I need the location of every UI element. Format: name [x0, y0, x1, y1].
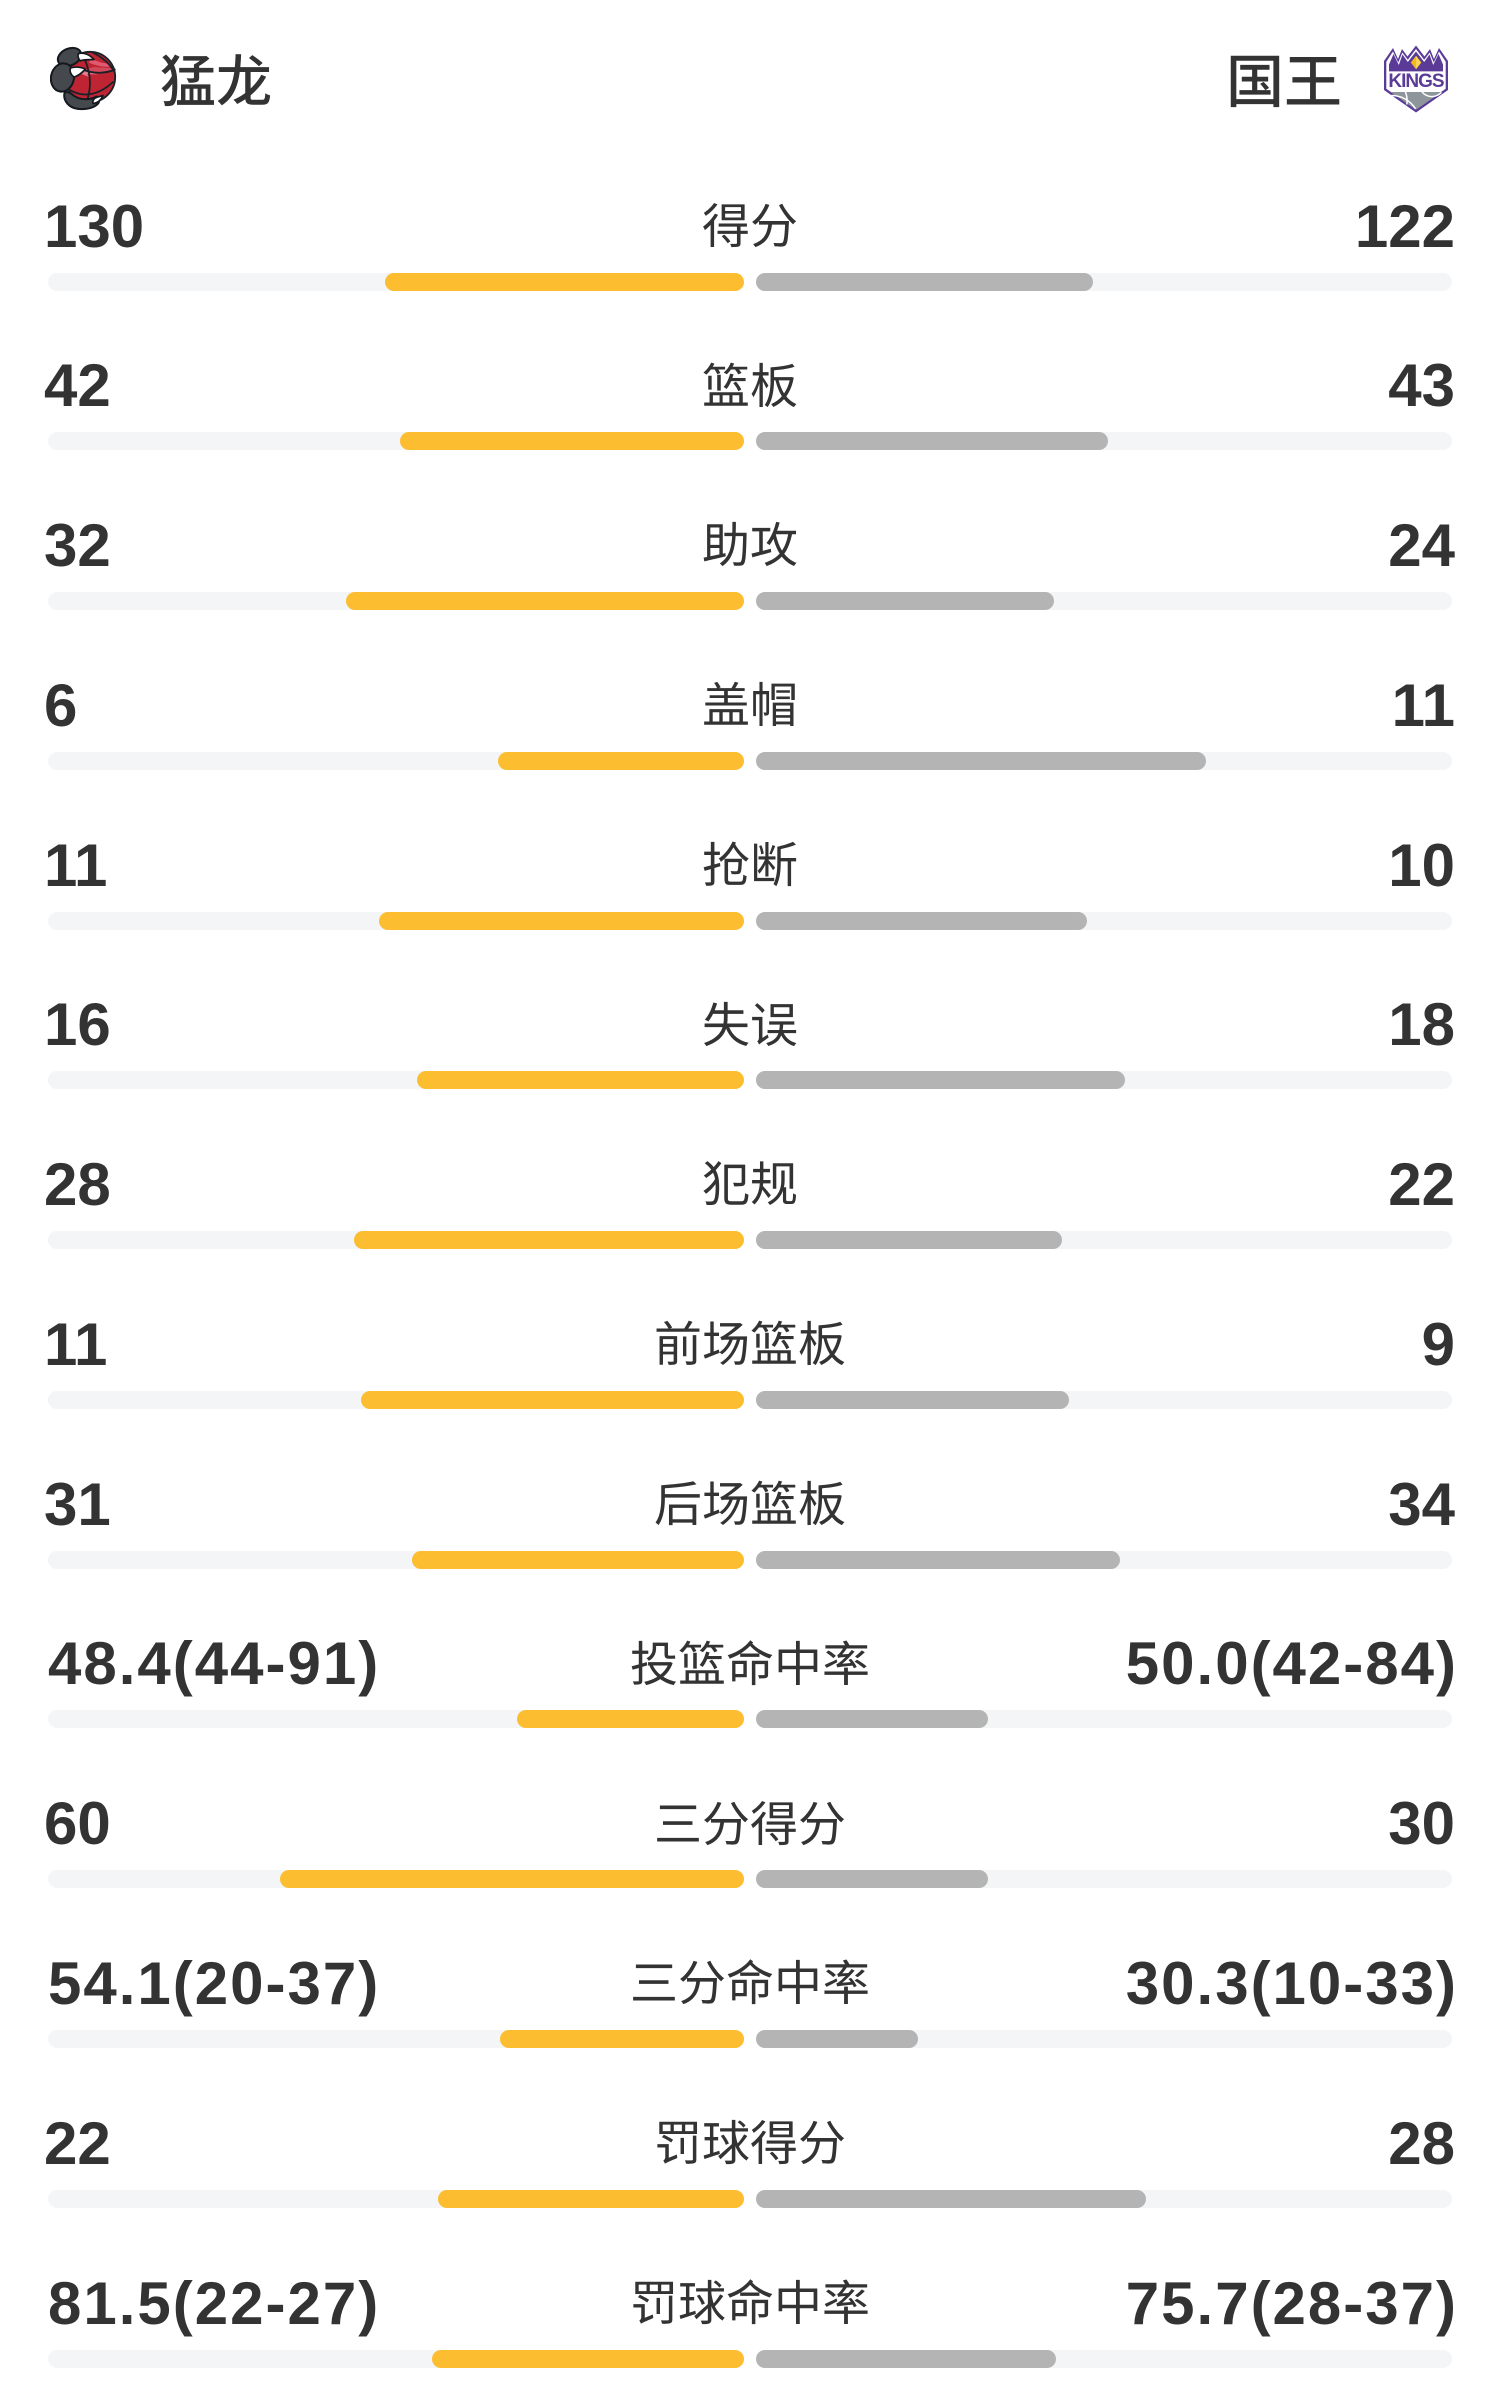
svg-text:KINGS: KINGS	[1388, 71, 1444, 92]
